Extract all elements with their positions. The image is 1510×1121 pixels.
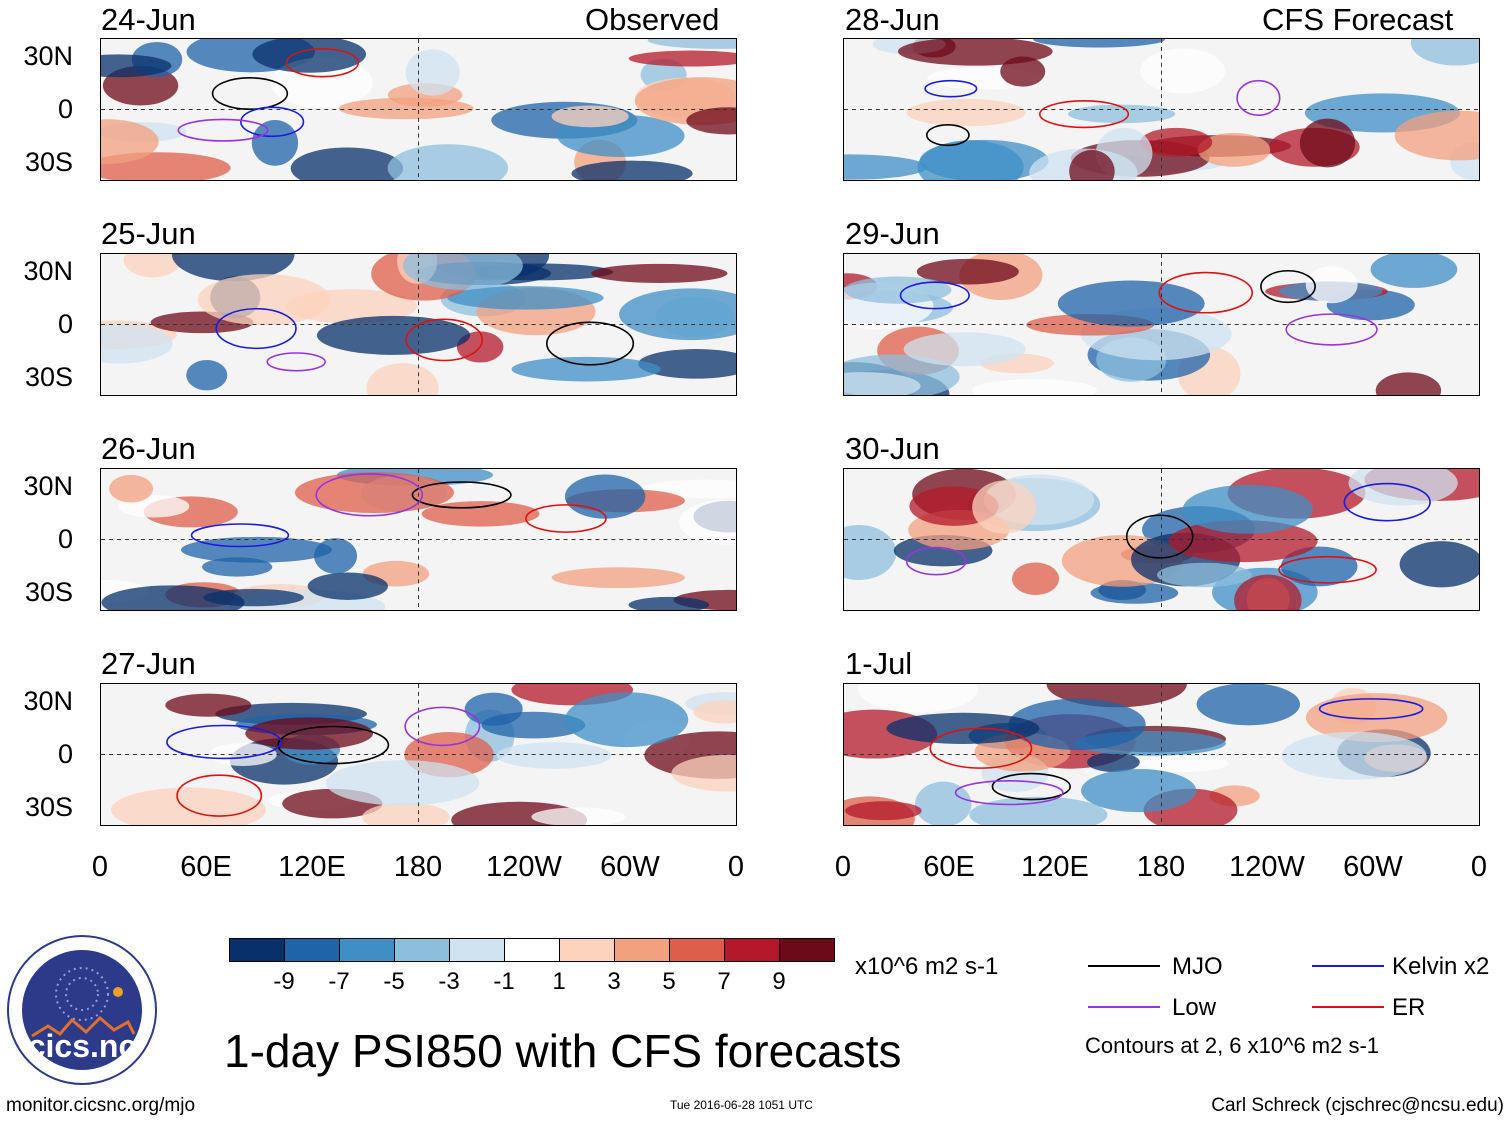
footer-timestamp: Tue 2016-06-28 1051 UTC [670, 1098, 813, 1112]
colorbar-cell [229, 938, 285, 962]
lon-label: 0 [834, 851, 852, 883]
low-line [1088, 1006, 1160, 1008]
panel-date: 29-Jun [845, 216, 940, 251]
lat-label: 0 [57, 739, 73, 769]
colorbar-cell [449, 938, 505, 962]
colorbar-cell [504, 938, 560, 962]
lat-label: 30N [23, 256, 73, 286]
colorbar-cell [669, 938, 725, 962]
lon-label: 0 [91, 851, 109, 883]
map-panel [843, 38, 1480, 181]
map-panel [843, 468, 1480, 611]
lon-label: 0 [1470, 851, 1488, 883]
mjo-label: MJO [1172, 953, 1223, 980]
footer-url[interactable]: monitor.cicsnc.org/mjo [6, 1095, 196, 1116]
lon-label: 180 [393, 851, 443, 883]
lat-label: 30N [23, 471, 73, 501]
lon-label: 180 [1136, 851, 1186, 883]
lat-label: 30N [23, 686, 73, 716]
map-panel [843, 253, 1480, 396]
observed-header: Observed [585, 2, 720, 37]
colorbar-label: -9 [273, 968, 295, 995]
main-title: 1-day PSI850 with CFS forecasts [224, 1025, 902, 1077]
lat-label: 0 [57, 309, 73, 339]
colorbar-label: -3 [438, 968, 460, 995]
panel-date: 30-Jun [845, 431, 940, 466]
panel-date: 25-Jun [101, 216, 196, 251]
colorbar-cell [724, 938, 780, 962]
map-panel [843, 683, 1480, 826]
colorbar-units: x10^6 m2 s-1 [855, 953, 999, 980]
kelvin-line [1312, 965, 1384, 967]
er-line [1312, 1006, 1384, 1008]
lon-label: 120W [486, 851, 562, 883]
lon-label: 60W [600, 851, 660, 883]
panel-date: 1-Jul [845, 646, 913, 681]
colorbar-label: 7 [717, 968, 731, 995]
colorbar-cell [339, 938, 395, 962]
colorbar-cell [779, 938, 835, 962]
lat-label: 30N [23, 41, 73, 71]
panel-date: 26-Jun [101, 431, 196, 466]
lon-label: 120E [1021, 851, 1089, 883]
lat-label: 0 [57, 524, 73, 554]
colorbar-cell [284, 938, 340, 962]
lat-label: 30S [24, 577, 73, 607]
footer-author: Carl Schreck (cjschrec@ncsu.edu) [1211, 1095, 1504, 1116]
lon-label: 60E [923, 851, 975, 883]
mjo-line [1088, 965, 1160, 967]
colorbar-label: 9 [772, 968, 786, 995]
colorbar-label: -7 [328, 968, 350, 995]
lat-label: 30S [24, 147, 73, 177]
lon-label: 60W [1343, 851, 1403, 883]
colorbar-label: 3 [607, 968, 621, 995]
colorbar-label: 1 [552, 968, 566, 995]
contour-note: Contours at 2, 6 x10^6 m2 s-1 [1085, 1033, 1380, 1058]
logo-text: cics.nc [27, 1028, 137, 1064]
colorbar-cell [559, 938, 615, 962]
cics-logo: cics.nc [6, 934, 158, 1086]
er-label: ER [1392, 994, 1426, 1021]
map-panel [100, 468, 737, 611]
colorbar-cell [614, 938, 670, 962]
lon-label: 60E [180, 851, 232, 883]
map-panel [100, 683, 737, 826]
lat-label: 0 [57, 94, 73, 124]
colorbar-label: -1 [493, 968, 515, 995]
kelvin-label: Kelvin x2 [1392, 953, 1490, 980]
lon-label: 0 [727, 851, 745, 883]
lon-label: 120E [278, 851, 346, 883]
colorbar-label: -5 [383, 968, 405, 995]
low-label: Low [1172, 994, 1217, 1021]
map-panel [100, 38, 737, 181]
lat-label: 30S [24, 362, 73, 392]
panel-date: 27-Jun [101, 646, 196, 681]
lon-label: 120W [1229, 851, 1305, 883]
lat-label: 30S [24, 792, 73, 822]
colorbar-cell [394, 938, 450, 962]
map-panel [100, 253, 737, 396]
colorbar-label: 5 [662, 968, 676, 995]
panel-date: 24-Jun [101, 2, 196, 37]
forecast-header: CFS Forecast [1262, 2, 1454, 37]
panel-date: 28-Jun [845, 2, 940, 37]
